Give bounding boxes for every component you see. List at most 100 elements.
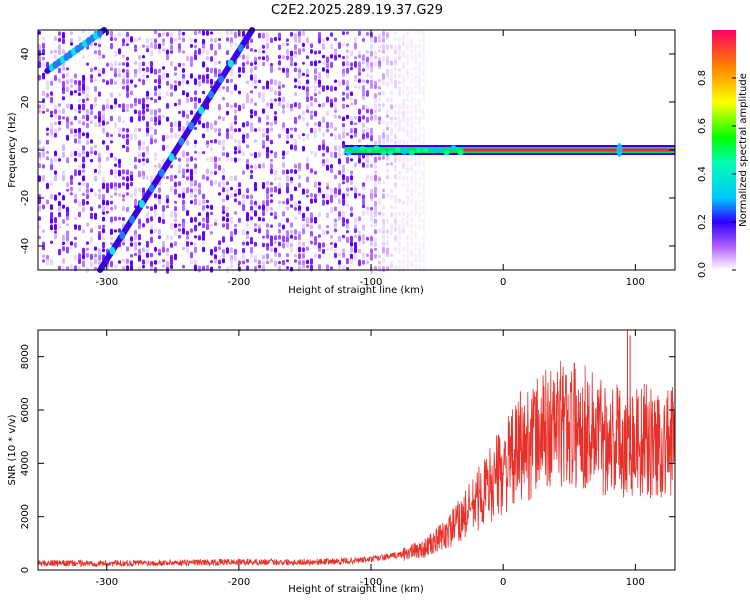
spectrogram-cell bbox=[174, 102, 177, 107]
spectrogram-cell bbox=[366, 211, 369, 215]
spectrogram-cell bbox=[102, 228, 105, 234]
spectrogram-cell bbox=[226, 222, 229, 230]
spectrogram-cell bbox=[414, 235, 417, 240]
spectrogram-cell bbox=[394, 121, 397, 128]
spectrogram-cell bbox=[198, 120, 201, 125]
spectrogram-cell bbox=[142, 61, 145, 67]
spectrogram-cell bbox=[222, 236, 225, 243]
spectrogram-cell bbox=[178, 223, 181, 227]
spectrogram-cell bbox=[114, 60, 117, 67]
spectrogram-cell bbox=[258, 79, 261, 84]
spectrogram-cell bbox=[190, 192, 193, 199]
spectrogram-cell bbox=[414, 138, 417, 143]
spectrogram-cell bbox=[366, 61, 369, 67]
spectrogram-xlabel: Height of straight line (km) bbox=[288, 285, 424, 296]
spectrogram-cell bbox=[98, 193, 101, 200]
spectrogram-cell bbox=[154, 91, 157, 97]
spectrogram-cell bbox=[262, 56, 265, 61]
spectrogram-cell bbox=[74, 73, 77, 79]
spectrogram-cell bbox=[126, 258, 129, 264]
spectrogram-cell bbox=[374, 200, 377, 207]
spectrogram-cell bbox=[178, 193, 181, 198]
spectrogram-cell bbox=[154, 109, 157, 116]
spectrogram-cell bbox=[386, 162, 389, 166]
spectrogram-cell bbox=[230, 126, 233, 132]
spectrogram-cell bbox=[402, 222, 405, 229]
spectrogram-cell bbox=[306, 162, 309, 170]
spectrogram-cell bbox=[190, 156, 193, 162]
spectrogram-cells bbox=[38, 30, 425, 274]
spectrogram-cell bbox=[318, 242, 321, 250]
spectrogram-cell bbox=[334, 187, 337, 195]
spectrogram-cell bbox=[262, 140, 265, 146]
spectrogram-cell bbox=[138, 115, 141, 122]
spectrogram-cell bbox=[54, 150, 57, 157]
spectrogram-cell bbox=[126, 56, 129, 61]
spectrogram-cell bbox=[318, 79, 321, 86]
spectrogram-cell bbox=[230, 42, 233, 48]
spectrogram-cell bbox=[418, 49, 421, 57]
spectrogram-cell bbox=[330, 151, 333, 158]
spectrogram-cell bbox=[278, 176, 281, 181]
spectrogram-cell bbox=[62, 151, 65, 158]
spectrogram-cell bbox=[70, 192, 73, 196]
spectrogram-cell bbox=[366, 206, 369, 211]
spectrogram-cell bbox=[210, 31, 213, 35]
spectrogram-cell bbox=[198, 235, 201, 241]
spectrogram-cell bbox=[374, 156, 377, 163]
spectrogram-cell bbox=[342, 56, 345, 60]
spectrogram-cell bbox=[382, 50, 385, 54]
spectrogram-cell bbox=[210, 204, 213, 210]
spectrogram-cell bbox=[58, 115, 61, 120]
spectrogram-cell bbox=[190, 217, 193, 223]
spectrogram-cell bbox=[418, 99, 421, 103]
spectrogram-cell bbox=[410, 38, 413, 45]
spectrogram-cell bbox=[110, 30, 113, 37]
spectrogram-cell bbox=[158, 120, 161, 126]
spectrogram-cell bbox=[210, 78, 213, 85]
spectrogram-cell bbox=[74, 150, 77, 157]
spectrogram-cell bbox=[274, 240, 277, 245]
spectrogram-cell bbox=[158, 163, 161, 169]
spectrogram-cell bbox=[126, 146, 129, 153]
spectrogram-cell bbox=[298, 205, 301, 212]
spectrogram-cell bbox=[314, 133, 317, 138]
spectrogram-traces bbox=[44, 27, 675, 273]
spectrogram-cell bbox=[406, 133, 409, 137]
spectrogram-cell bbox=[382, 181, 385, 185]
spectrogram-cell bbox=[210, 260, 213, 264]
spectrogram-cell bbox=[226, 78, 229, 84]
spectrogram-cell bbox=[58, 205, 61, 212]
spectrogram-cell bbox=[398, 228, 401, 236]
spectrogram-cell bbox=[406, 54, 409, 61]
spectrogram-cell bbox=[162, 241, 165, 248]
spectrogram-cell bbox=[410, 168, 413, 172]
spectrogram-cell bbox=[402, 210, 405, 217]
spectrogram-cell bbox=[62, 169, 65, 176]
spectrogram-cell bbox=[362, 85, 365, 92]
spectrogram-cell bbox=[170, 84, 173, 90]
spectrogram-cell bbox=[146, 252, 149, 258]
spectrogram-cell bbox=[142, 79, 145, 86]
spectrogram-cell bbox=[74, 242, 77, 248]
spectrogram-cell bbox=[186, 168, 189, 173]
spectrogram-cell bbox=[418, 218, 421, 223]
spectrogram-cell bbox=[278, 80, 281, 87]
spectrogram-cell bbox=[318, 60, 321, 64]
spectrogram-cell bbox=[326, 247, 329, 251]
spectrogram-cell bbox=[94, 192, 97, 197]
spectrogram-cell bbox=[250, 126, 253, 132]
spectrogram-cell bbox=[370, 253, 373, 261]
spectrogram-cell bbox=[374, 140, 377, 146]
spectrogram-cell bbox=[178, 126, 181, 132]
spectrogram-cell bbox=[382, 205, 385, 210]
spectrogram-cell bbox=[374, 114, 377, 121]
spectrogram-cell bbox=[162, 66, 165, 70]
spectrogram-cell bbox=[202, 231, 205, 237]
spectrogram-cell bbox=[174, 223, 177, 229]
spectrogram-cell bbox=[318, 50, 321, 55]
spectrogram-cell bbox=[374, 61, 377, 67]
spectrogram-cell bbox=[338, 150, 341, 158]
spectrogram-cell bbox=[322, 144, 325, 151]
spectrogram-cell bbox=[362, 204, 365, 209]
